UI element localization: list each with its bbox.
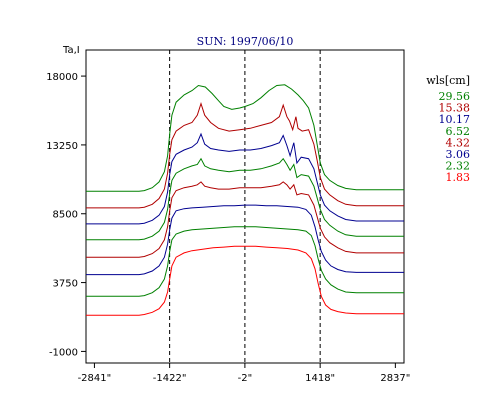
legend-entry-2-32: 2.32 (446, 160, 471, 173)
y-tick-label-2: 8500 (53, 210, 78, 221)
y-axis-label: Ta,I (62, 45, 80, 56)
legend-entry-6-52: 6.52 (446, 125, 471, 138)
legend-entry-15-38: 15.38 (439, 102, 471, 115)
series-line-6-52 (86, 157, 404, 241)
x-axis: -2841" -1422" -2" 1418" 2837" (78, 363, 410, 384)
x-tick-label-4: 2837" (380, 373, 410, 384)
series-line-4-32 (86, 181, 404, 258)
x-tick-label-0: -2841" (78, 373, 112, 384)
y-tick-label-0: 18000 (46, 72, 78, 83)
legend-entry-10-17: 10.17 (439, 113, 471, 126)
y-tick-label-4: -1000 (49, 347, 78, 358)
reference-lines (169, 50, 321, 363)
y-tick-label-3: 3750 (53, 279, 78, 290)
y-axis: 18000 13250 8500 3750 -1000 (46, 72, 86, 358)
series-line-3-06 (86, 204, 404, 276)
legend-entry-4-32: 4.32 (446, 136, 471, 149)
series-group (86, 84, 404, 316)
legend-entry-3-06: 3.06 (446, 148, 471, 161)
series-line-15-38 (86, 101, 404, 209)
x-tick-label-3: 1418" (305, 373, 335, 384)
series-line-2-32 (86, 226, 404, 297)
y-tick-label-1: 13250 (46, 141, 78, 152)
series-line-29-56 (86, 84, 404, 192)
series-line-1-83 (86, 245, 404, 316)
legend-entry-29-56: 29.56 (439, 90, 471, 103)
x-tick-label-2: -2" (238, 373, 253, 384)
legend-title: wls[cm] (426, 74, 470, 87)
x-tick-label-1: -1422" (153, 373, 187, 384)
chart-title: SUN: 1997/06/10 (197, 35, 294, 48)
series-line-10-17 (86, 132, 404, 225)
legend-entry-1-83: 1.83 (446, 171, 471, 184)
